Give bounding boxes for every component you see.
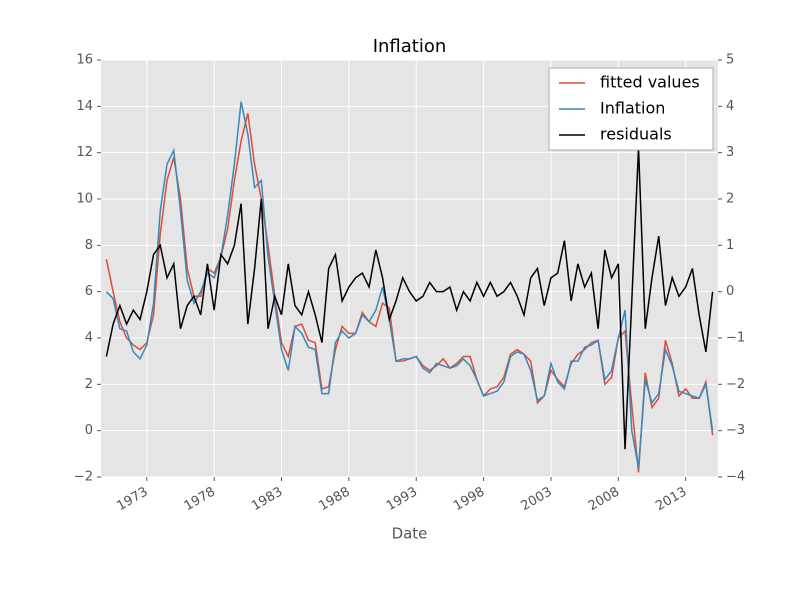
y2-tick-label: 5 <box>726 53 734 68</box>
chart-title: Inflation <box>373 36 447 57</box>
y-tick-label: 10 <box>76 192 93 207</box>
series-line <box>105 101 714 468</box>
x-tick-label: 2013 <box>653 485 689 515</box>
legend-label: residuals <box>600 125 672 144</box>
x-axis-label: Date <box>392 525 428 543</box>
x-tick-label: 1978 <box>182 485 218 515</box>
x-tick-label: 1973 <box>114 485 150 515</box>
y-tick-label: 6 <box>85 284 93 299</box>
x-tick-label: 1988 <box>316 485 352 515</box>
legend-label: fitted values <box>600 73 700 92</box>
y2-tick-label: −3 <box>726 423 745 438</box>
y2-tick-label: −2 <box>726 377 745 392</box>
y-tick-label: 4 <box>85 331 93 346</box>
y2-tick-label: −4 <box>726 470 745 485</box>
series-line <box>105 147 714 450</box>
x-tick-label: 1983 <box>249 485 285 515</box>
y2-tick-label: 2 <box>726 192 734 207</box>
y-tick-label: 8 <box>85 238 93 253</box>
y2-tick-label: 1 <box>726 238 734 253</box>
y-tick-label: 16 <box>76 53 93 68</box>
y-tick-label: 2 <box>85 377 93 392</box>
y-tick-label: 14 <box>76 99 93 114</box>
y-tick-label: 0 <box>85 423 93 438</box>
y2-tick-label: 3 <box>726 145 734 160</box>
y2-tick-label: 4 <box>726 99 734 114</box>
x-tick-label: 1993 <box>384 485 420 515</box>
y-tick-label: 12 <box>76 145 93 160</box>
y2-tick-label: 0 <box>726 284 734 299</box>
x-tick-label: 1998 <box>451 485 487 515</box>
legend-label: Inflation <box>600 99 665 118</box>
y-tick-label: −2 <box>74 470 93 485</box>
x-tick-label: 2003 <box>519 485 555 515</box>
x-tick-label: 2008 <box>586 485 622 515</box>
y2-tick-label: −1 <box>726 331 745 346</box>
